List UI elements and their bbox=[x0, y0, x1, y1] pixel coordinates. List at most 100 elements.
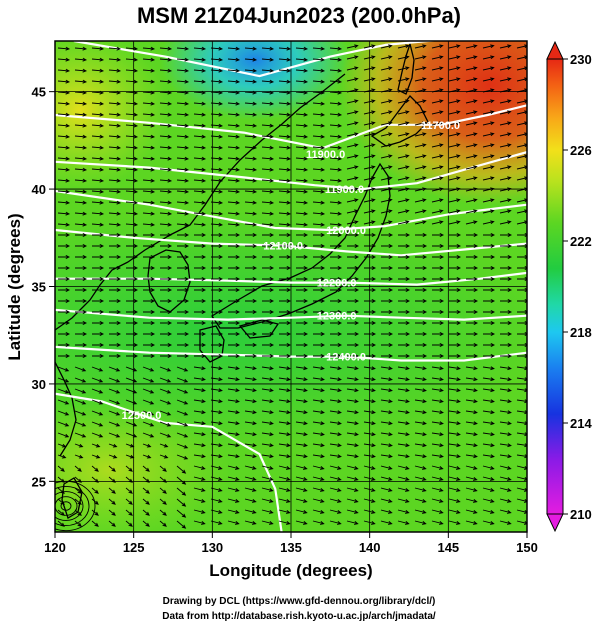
wind-arrow bbox=[465, 209, 478, 214]
wind-arrow bbox=[57, 46, 71, 51]
wind-arrow bbox=[227, 366, 240, 371]
wind-arrow bbox=[227, 399, 240, 404]
wind-arrow bbox=[499, 187, 512, 192]
wind-arrow bbox=[414, 399, 427, 404]
wind-arrow bbox=[448, 432, 461, 437]
wind-arrow bbox=[482, 44, 495, 49]
wind-arrow bbox=[346, 143, 359, 148]
wind-arrow bbox=[176, 134, 190, 139]
wind-arrow bbox=[517, 287, 527, 293]
wind-arrow bbox=[194, 331, 207, 337]
wind-arrow bbox=[279, 331, 292, 337]
wind-arrow bbox=[329, 79, 343, 84]
wind-arrow bbox=[414, 432, 427, 437]
wind-arrow bbox=[329, 211, 343, 216]
colorbar-ticks: 210 214 218 222 226 230 bbox=[563, 52, 592, 522]
credit-line-1: Drawing by DCL (https://www.gfd-dennou.o… bbox=[163, 596, 436, 607]
wind-arrow bbox=[431, 443, 444, 448]
wind-arrow bbox=[210, 79, 224, 84]
wind-arrow bbox=[58, 320, 71, 326]
wind-arrow bbox=[432, 353, 445, 359]
wind-arrow bbox=[125, 101, 139, 106]
wind-arrow bbox=[381, 342, 394, 348]
wind-arrow bbox=[108, 432, 121, 438]
wind-arrow bbox=[244, 189, 258, 194]
wind-arrow bbox=[465, 165, 478, 170]
wind-arrow bbox=[381, 232, 394, 238]
wind-arrow bbox=[465, 44, 478, 49]
wind-arrow bbox=[108, 222, 122, 227]
wind-arrow bbox=[228, 353, 241, 359]
wind-arrow bbox=[482, 77, 495, 82]
wind-arrow bbox=[278, 377, 291, 382]
wind-arrow bbox=[91, 399, 104, 405]
wind-arrow bbox=[346, 121, 359, 126]
wind-arrow bbox=[227, 46, 241, 51]
wind-arrow bbox=[194, 265, 207, 271]
wind-arrow bbox=[261, 189, 275, 194]
wind-arrow bbox=[210, 90, 224, 95]
wind-arrow bbox=[381, 331, 394, 337]
wind-arrow bbox=[142, 46, 156, 51]
wind-arrow bbox=[210, 443, 223, 448]
wind-arrow bbox=[398, 353, 411, 359]
wind-arrow bbox=[57, 443, 67, 448]
wind-arrow bbox=[193, 399, 206, 404]
wind-arrow bbox=[159, 79, 173, 84]
wind-arrow bbox=[397, 55, 410, 60]
wind-arrow bbox=[261, 79, 275, 84]
wind-arrow bbox=[159, 509, 167, 516]
wind-arrow bbox=[312, 399, 325, 404]
wind-arrow bbox=[74, 90, 88, 95]
wind-arrow bbox=[279, 232, 292, 238]
wind-arrow bbox=[74, 200, 88, 205]
wind-arrow bbox=[92, 243, 105, 249]
wind-arrow bbox=[193, 189, 207, 194]
wind-arrow bbox=[91, 79, 105, 84]
wind-arrow bbox=[227, 377, 240, 382]
wind-arrow bbox=[448, 209, 461, 214]
wind-arrow bbox=[415, 254, 428, 260]
x-tick-label: 130 bbox=[201, 540, 223, 555]
wind-arrow bbox=[448, 476, 461, 481]
wind-arrow bbox=[414, 388, 427, 393]
wind-arrow bbox=[363, 366, 376, 371]
wind-arrow bbox=[75, 320, 88, 326]
wind-arrow bbox=[516, 99, 527, 104]
wind-arrow bbox=[193, 465, 206, 470]
wind-arrow bbox=[346, 377, 359, 382]
wind-arrow bbox=[364, 254, 377, 260]
wind-arrow bbox=[228, 342, 241, 348]
wind-arrow bbox=[244, 388, 257, 393]
wind-arrow bbox=[415, 232, 428, 238]
wind-arrow bbox=[261, 167, 275, 172]
wind-arrow bbox=[398, 232, 411, 238]
wind-arrow bbox=[313, 265, 326, 271]
wind-arrow bbox=[176, 366, 189, 372]
wind-arrow bbox=[279, 287, 292, 293]
wind-arrow bbox=[516, 509, 527, 514]
wind-arrow bbox=[279, 298, 292, 304]
wind-arrow bbox=[108, 178, 122, 183]
wind-arrow bbox=[448, 421, 461, 426]
wind-arrow bbox=[211, 353, 224, 359]
wind-arrow bbox=[194, 243, 207, 249]
wind-arrow bbox=[210, 46, 224, 51]
wind-arrow bbox=[245, 254, 258, 260]
wind-arrow bbox=[211, 287, 224, 293]
wind-arrow bbox=[228, 309, 241, 315]
wind-arrow bbox=[380, 187, 393, 192]
wind-arrow bbox=[126, 320, 139, 326]
chart-title: MSM 21Z04Jun2023 (200.0hPa) bbox=[137, 3, 461, 28]
wind-arrow bbox=[329, 443, 342, 448]
wind-arrow bbox=[193, 432, 206, 437]
wind-arrow bbox=[465, 77, 478, 82]
wind-arrow bbox=[58, 331, 71, 337]
contour-label: 11900.0 bbox=[325, 184, 364, 196]
wind-arrow bbox=[499, 176, 512, 181]
wind-arrow bbox=[177, 298, 190, 304]
wind-arrow bbox=[363, 465, 376, 470]
wind-arrow bbox=[380, 509, 393, 514]
wind-arrow bbox=[57, 377, 70, 383]
wind-arrow bbox=[227, 156, 241, 161]
